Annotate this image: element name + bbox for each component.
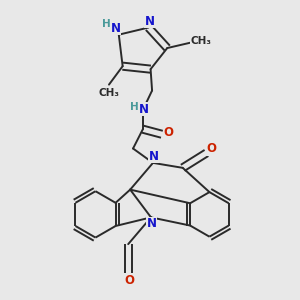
Text: CH₃: CH₃	[98, 88, 119, 98]
Text: O: O	[207, 142, 217, 155]
Text: N: N	[147, 218, 157, 230]
Text: N: N	[111, 22, 121, 34]
Text: N: N	[148, 150, 159, 163]
Text: N: N	[144, 14, 154, 28]
Text: O: O	[124, 274, 134, 287]
Text: N: N	[140, 103, 149, 116]
Text: H: H	[130, 103, 138, 112]
Text: H: H	[102, 19, 111, 29]
Text: CH₃: CH₃	[190, 36, 211, 46]
Text: O: O	[164, 126, 173, 139]
